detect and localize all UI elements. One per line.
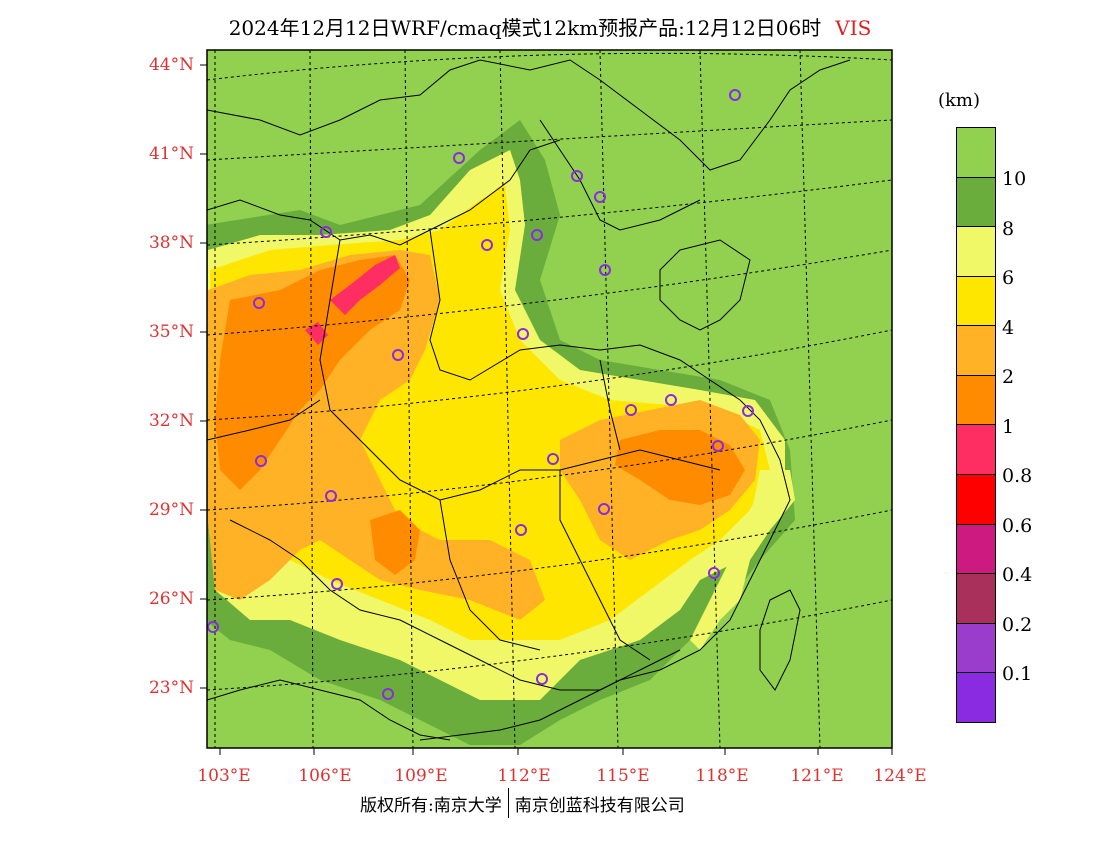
station-marker <box>207 621 219 633</box>
lon-label: 112°E <box>497 766 551 786</box>
station-marker <box>594 191 606 203</box>
colorbar-label: 4 <box>1002 317 1015 339</box>
stations <box>207 89 754 700</box>
colorbar-label: 0.8 <box>1002 465 1033 487</box>
station-marker <box>598 503 610 515</box>
colorbar-label: 0.2 <box>1002 614 1033 636</box>
colorbar-swatch <box>957 275 995 326</box>
colorbar-swatch <box>957 672 995 722</box>
lat-label: 44°N <box>148 55 194 75</box>
sea-area <box>720 380 892 748</box>
lon-label: 109°E <box>394 766 448 786</box>
lon-label: 118°E <box>695 766 749 786</box>
colorbar-label: 0.4 <box>1002 564 1033 586</box>
station-marker <box>665 394 677 406</box>
pink-zone <box>330 255 400 315</box>
axis-ticks <box>200 64 893 755</box>
station-marker <box>517 328 529 340</box>
yellow-coastal-strip <box>690 470 795 650</box>
station-marker <box>571 170 583 182</box>
lon-label: 106°E <box>298 766 352 786</box>
map-title: 2024年12月12日WRF/cmaq模式12km预报产品:12月12日06时 V… <box>0 12 1100 41</box>
station-marker <box>331 578 343 590</box>
station-marker <box>320 226 332 238</box>
lon-label: 124°E <box>873 766 927 786</box>
colorbar-swatch <box>957 128 995 177</box>
station-marker <box>255 455 267 467</box>
colorbar-swatch <box>957 176 995 227</box>
colorbar-swatch <box>957 622 995 673</box>
map-field <box>207 50 892 748</box>
orange-zone-south <box>370 510 420 575</box>
colorbar-label: 1 <box>1002 416 1015 438</box>
station-marker <box>536 673 548 685</box>
lat-label: 35°N <box>148 322 194 342</box>
lon-label: 121°E <box>790 766 844 786</box>
station-marker <box>712 440 724 452</box>
colorbar-swatch <box>957 573 995 623</box>
colorbar-swatch <box>957 325 995 375</box>
graticule <box>207 50 892 748</box>
variable-name: VIS <box>835 16 872 40</box>
lon-label: 103°E <box>197 766 251 786</box>
station-marker <box>481 239 493 251</box>
footer-divider <box>507 788 509 818</box>
station-marker <box>382 688 394 700</box>
lat-label: 29°N <box>148 500 194 520</box>
station-marker <box>515 524 527 536</box>
colorbar-label: 10 <box>1002 168 1027 190</box>
station-marker <box>531 229 543 241</box>
orange-zone <box>215 255 410 490</box>
station-marker <box>253 297 265 309</box>
station-marker <box>742 405 754 417</box>
colorbar-swatch <box>957 523 995 574</box>
lat-label: 23°N <box>148 678 194 698</box>
station-marker <box>708 567 720 579</box>
colorbar-swatch <box>957 424 995 475</box>
station-marker <box>547 453 559 465</box>
station-marker <box>392 349 404 361</box>
color-bar <box>956 127 996 723</box>
orange-zone-east <box>615 430 745 505</box>
units-label: (km) <box>938 90 981 111</box>
lon-label: 115°E <box>596 766 650 786</box>
lat-label: 26°N <box>148 589 194 609</box>
colorbar-swatch <box>957 474 995 524</box>
colorbar-label: 0.1 <box>1002 663 1033 685</box>
copyright-company: 南京创蓝科技有限公司 <box>514 795 685 816</box>
station-marker <box>729 89 741 101</box>
title-text: 2024年12月12日WRF/cmaq模式12km预报产品:12月12日06时 <box>228 16 822 40</box>
lat-label: 32°N <box>148 411 194 431</box>
station-marker <box>625 404 637 416</box>
colorbar-label: 8 <box>1002 218 1015 240</box>
station-marker <box>599 264 611 276</box>
boundaries <box>207 59 851 741</box>
colorbar-label: 6 <box>1002 267 1015 289</box>
lat-label: 38°N <box>148 233 194 253</box>
colorbar-label: 0.6 <box>1002 515 1033 537</box>
station-marker <box>325 490 337 502</box>
colorbar-label: 2 <box>1002 366 1015 388</box>
map-frame <box>206 49 893 749</box>
station-marker <box>453 152 465 164</box>
copyright-footer: 版权所有:南京大学 南京创蓝科技有限公司 <box>360 788 685 818</box>
lat-label: 41°N <box>148 144 194 164</box>
colorbar-swatch <box>957 226 995 276</box>
copyright-owner: 版权所有:南京大学 <box>360 795 502 816</box>
colorbar-swatch <box>957 374 995 425</box>
